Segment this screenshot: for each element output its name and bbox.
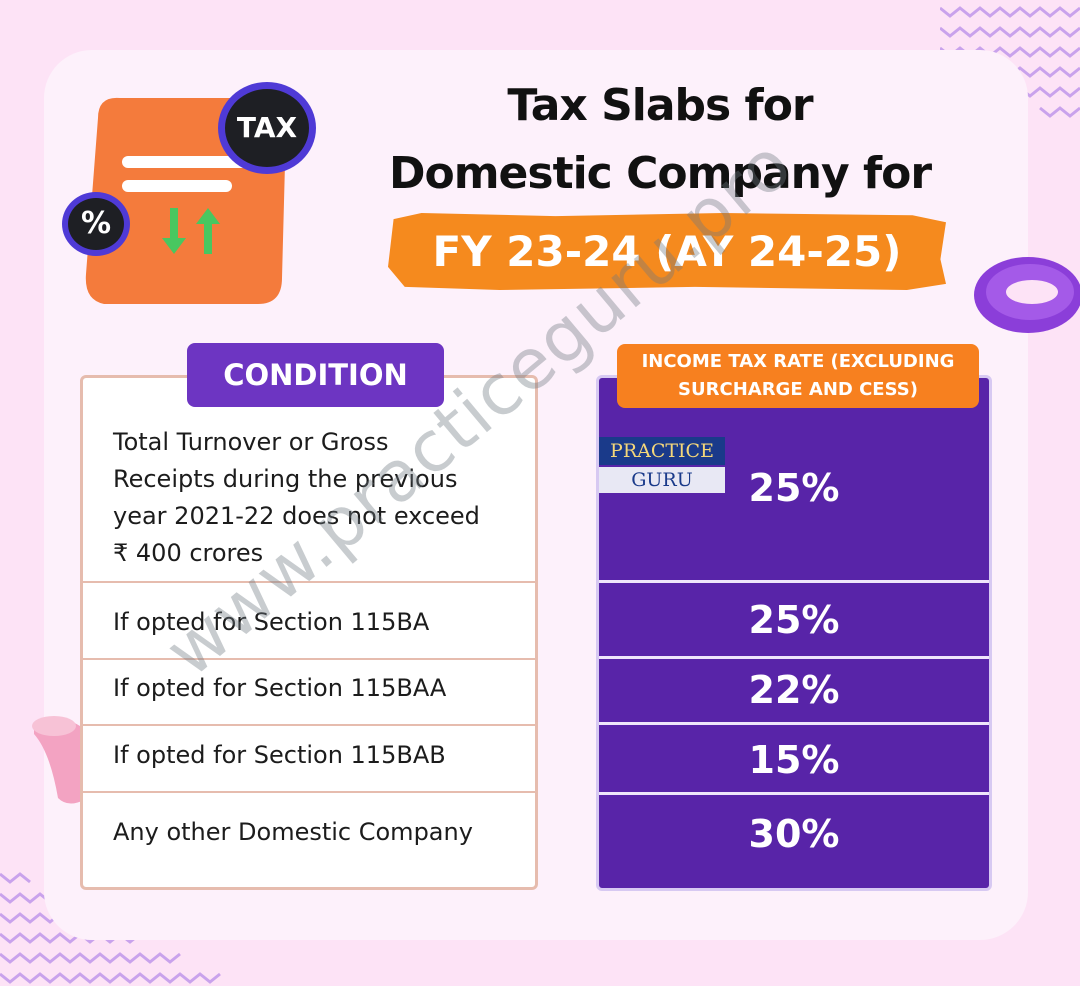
row-divider xyxy=(83,724,535,726)
logo-bottom-text: GURU xyxy=(599,467,725,493)
condition-text: Receipts during the previous xyxy=(113,465,458,493)
condition-text: Total Turnover or Gross xyxy=(113,428,389,456)
page-title-line-1: Tax Slabs for xyxy=(507,80,813,131)
page-title-line-2: Domestic Company for xyxy=(388,148,932,199)
row-divider xyxy=(599,792,989,795)
percent-badge-label: % xyxy=(80,206,112,241)
condition-row-1: Total Turnover or Gross Receipts during … xyxy=(83,424,535,572)
condition-row-5: Any other Domestic Company xyxy=(83,815,535,849)
rate-header-line-2: SURCHARGE AND CESS) xyxy=(678,379,918,400)
rate-value-3: 22% xyxy=(748,668,840,712)
rate-header-line-1: INCOME TAX RATE (EXCLUDING xyxy=(641,351,955,372)
condition-row-4: If opted for Section 115BAB xyxy=(83,738,535,772)
fy-highlight-band xyxy=(388,213,946,290)
condition-text: Any other Domestic Company xyxy=(113,818,473,846)
condition-header: CONDITION xyxy=(187,343,444,407)
tube-decoration-icon xyxy=(32,716,84,804)
fiscal-year-label: FY 23-24 (AY 24-25) xyxy=(432,227,902,276)
condition-column: Total Turnover or Gross Receipts during … xyxy=(80,375,538,890)
torus-decoration-icon xyxy=(974,257,1080,333)
rate-header: INCOME TAX RATE (EXCLUDING SURCHARGE AND… xyxy=(617,344,979,408)
logo-top-text: PRACTICE xyxy=(599,437,725,465)
tax-badge: TAX xyxy=(218,82,316,174)
condition-row-3: If opted for Section 115BAA xyxy=(83,671,535,705)
row-divider xyxy=(83,658,535,660)
condition-text: ₹ 400 crores xyxy=(113,539,264,567)
row-divider xyxy=(83,791,535,793)
rate-value-1: 25% xyxy=(748,466,840,510)
row-divider xyxy=(599,722,989,725)
condition-row-2: If opted for Section 115BA xyxy=(83,605,535,639)
tax-badge-label: TAX xyxy=(236,111,298,144)
percent-badge: % xyxy=(62,192,130,256)
row-divider xyxy=(599,656,989,659)
practice-guru-logo: PRACTICE GURU xyxy=(599,437,725,493)
condition-text: year 2021-22 does not exceed xyxy=(113,502,480,530)
row-divider xyxy=(599,580,989,583)
condition-text: If opted for Section 115BA xyxy=(113,608,430,636)
row-divider xyxy=(83,581,535,583)
condition-text: If opted for Section 115BAA xyxy=(113,674,447,702)
rate-value-2: 25% xyxy=(748,598,840,642)
condition-text: If opted for Section 115BAB xyxy=(113,741,446,769)
rate-value-5: 30% xyxy=(748,812,840,856)
rate-value-4: 15% xyxy=(748,738,840,782)
